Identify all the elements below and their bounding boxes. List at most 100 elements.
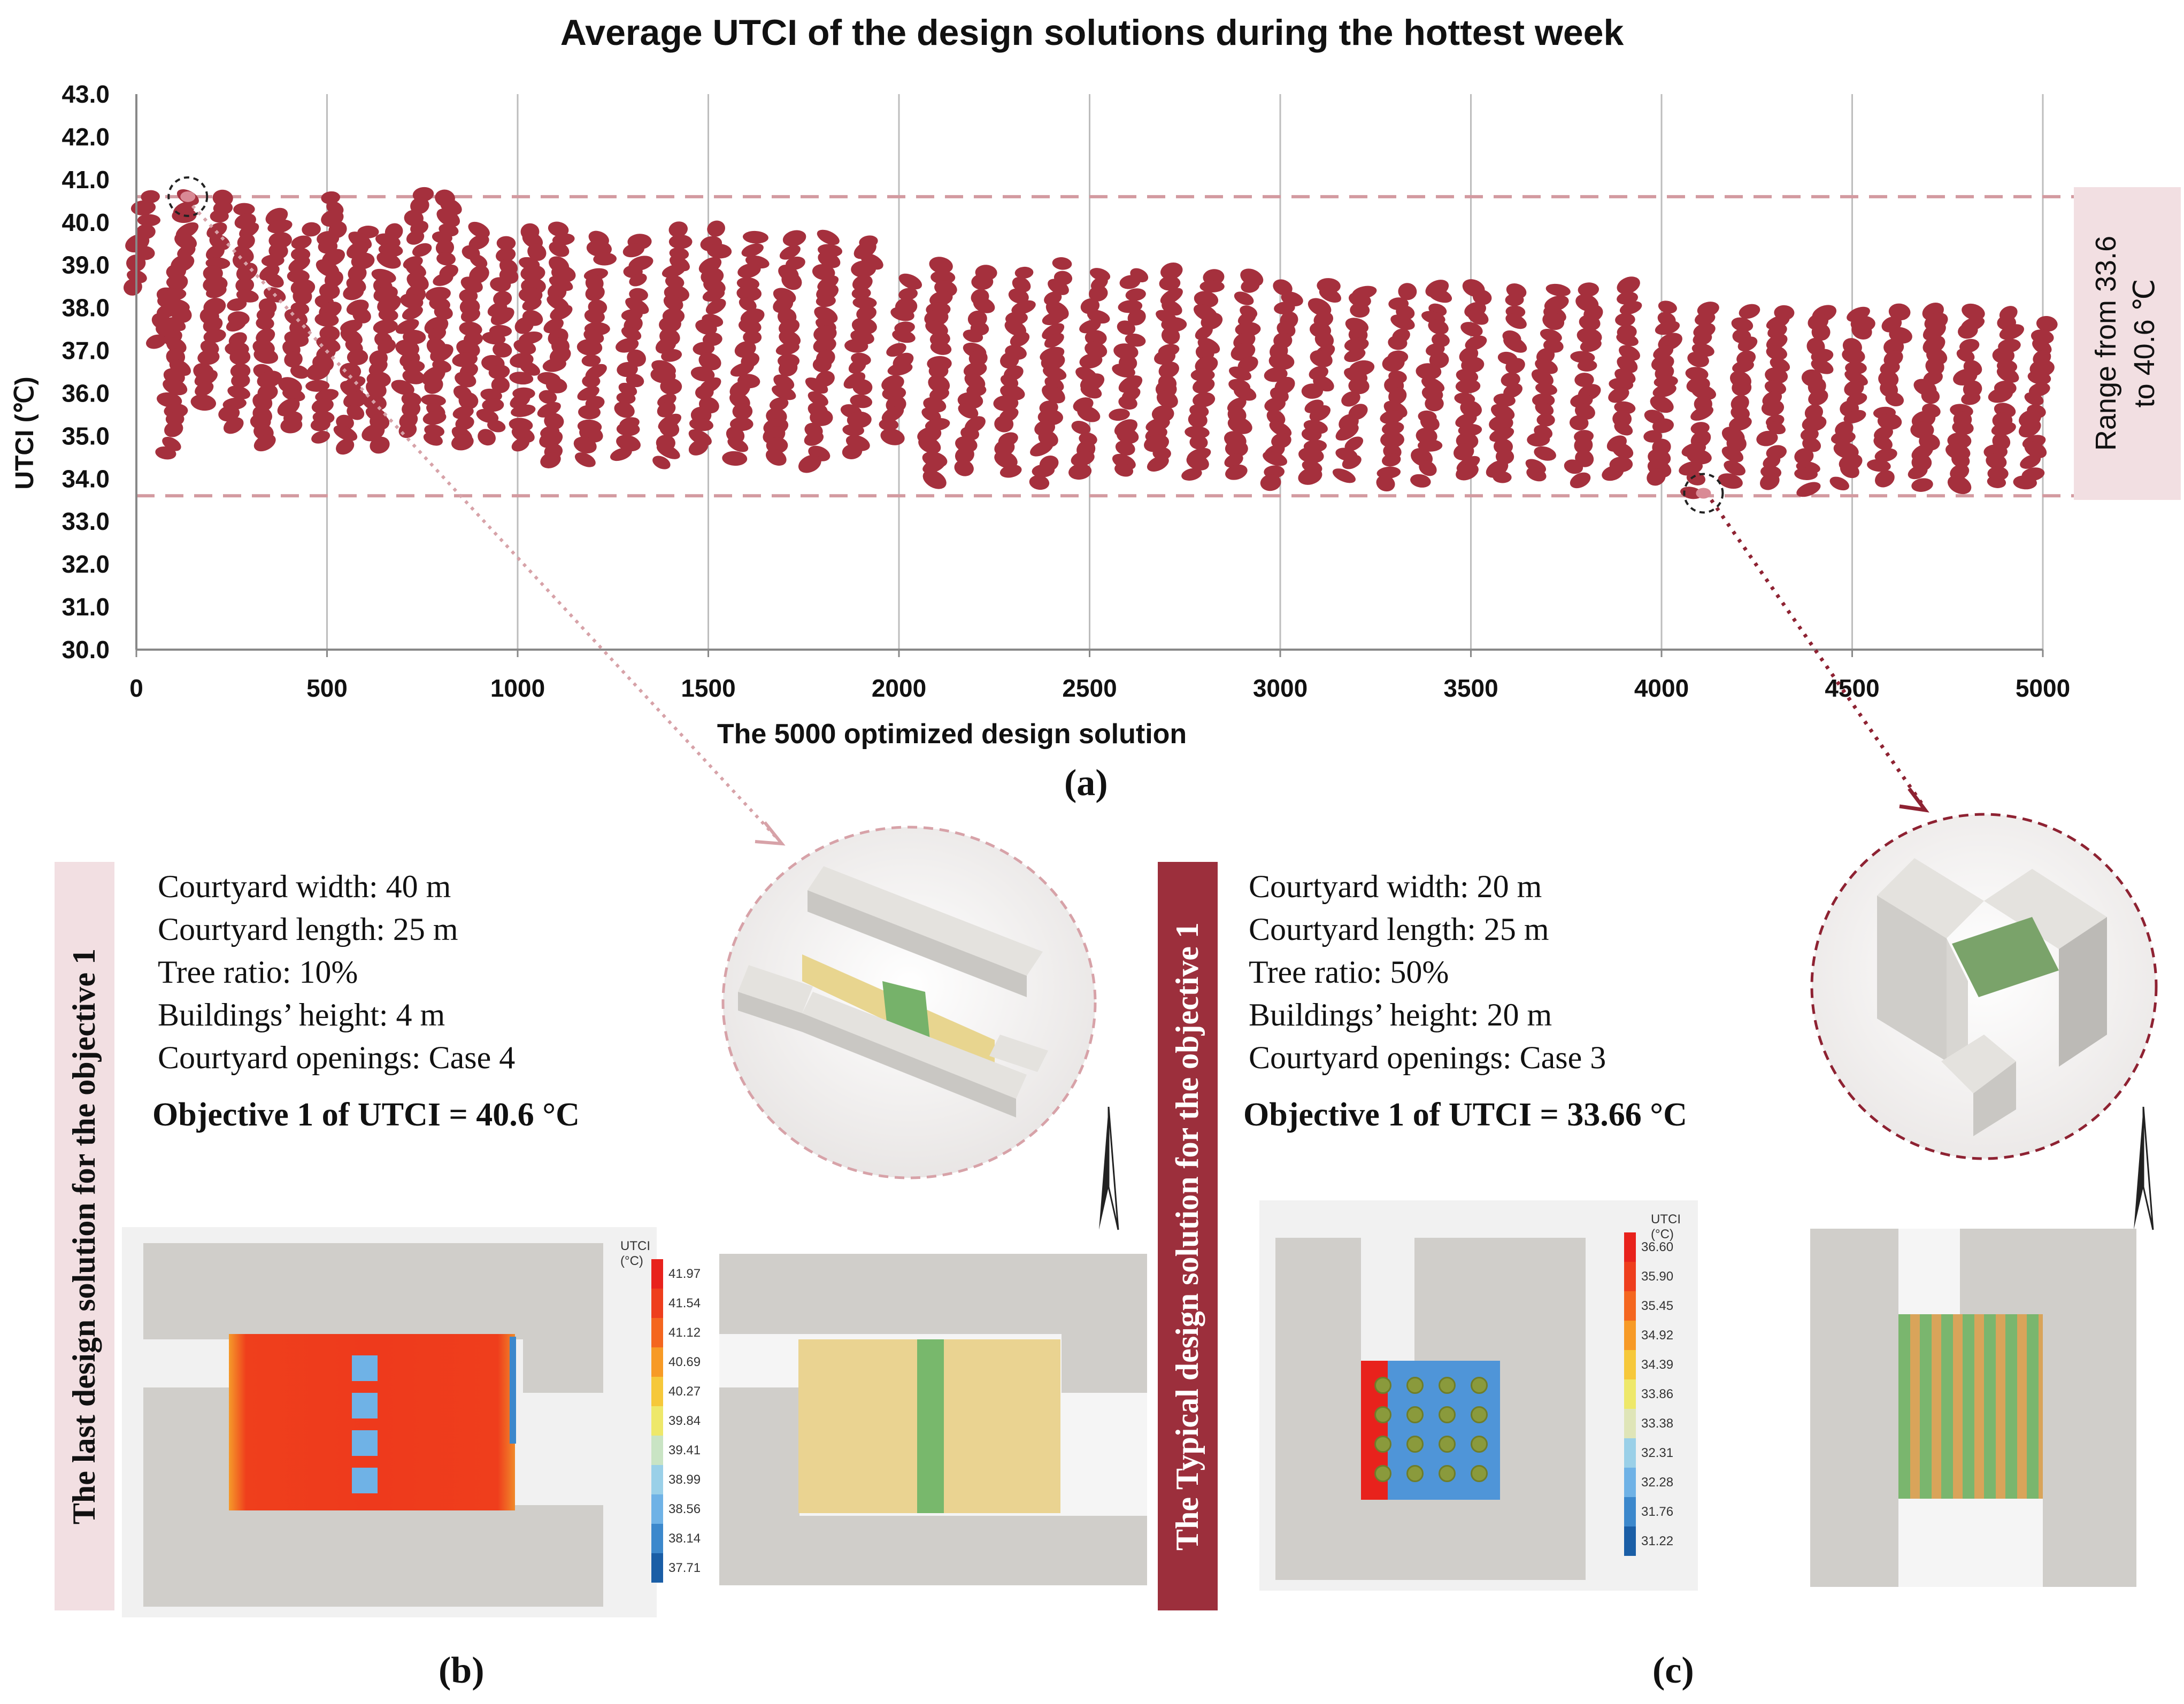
data-point (880, 428, 905, 445)
legend-swatch (1624, 1291, 1636, 1321)
data-point (730, 362, 754, 377)
data-point (1691, 384, 1717, 400)
data-point (1125, 288, 1146, 301)
data-point (321, 191, 341, 204)
building-south-c (1361, 1500, 1500, 1580)
data-point (1273, 279, 1293, 296)
data-point (1493, 393, 1516, 407)
highlight-point (180, 191, 196, 202)
data-point (1505, 294, 1524, 306)
data-point (1042, 384, 1065, 404)
data-point (163, 378, 188, 396)
data-point (1235, 322, 1261, 337)
range-box (2074, 187, 2181, 500)
data-point (812, 357, 832, 373)
data-point (1761, 399, 1785, 417)
legend-value: 32.28 (1641, 1475, 1674, 1490)
data-point (1718, 473, 1743, 489)
plan-c-east (2043, 1314, 2136, 1587)
data-point (1534, 446, 1556, 461)
data-point (1951, 452, 1970, 468)
data-point (1569, 415, 1589, 430)
data-point (1531, 369, 1554, 386)
data-point (1079, 319, 1101, 334)
data-point (203, 329, 226, 343)
data-point (1319, 287, 1342, 303)
data-point (1802, 437, 1821, 452)
data-point (743, 330, 762, 344)
data-point (1398, 283, 1417, 300)
data-point (772, 385, 796, 400)
data-point (881, 406, 904, 422)
data-point (164, 421, 183, 437)
data-point (973, 297, 995, 313)
data-point (805, 377, 828, 394)
data-point (378, 338, 396, 354)
data-point (1189, 435, 1208, 450)
legend-swatch (651, 1524, 663, 1553)
data-point (693, 342, 715, 356)
data-point (293, 288, 312, 305)
y-tick-label: 31.0 (61, 593, 110, 621)
data-point (1225, 440, 1248, 457)
data-point (1201, 312, 1223, 330)
data-point (663, 295, 683, 311)
connector-to-b (191, 204, 780, 841)
data-point (1602, 465, 1624, 481)
data-point (1341, 391, 1360, 407)
data-point (1158, 361, 1179, 379)
data-point (1988, 388, 2013, 403)
data-point (1888, 303, 1911, 321)
tick-labels: 0 500 1000 1500 2000 2500 3000 3500 4000 4500 5000… (61, 80, 2070, 702)
legend-swatch (1624, 1497, 1636, 1526)
data-point (1115, 441, 1135, 456)
data-point (690, 366, 715, 382)
highlight-point (1696, 488, 1711, 499)
tree-c (1374, 1406, 1391, 1423)
data-point (1652, 418, 1674, 433)
building-east-b (523, 1339, 603, 1393)
params-c: Courtyard width: 20 m Courtyard length: … (1249, 865, 1606, 1079)
data-point (1269, 421, 1292, 437)
data-point (1540, 329, 1562, 343)
data-point (1335, 423, 1359, 441)
data-point (311, 430, 330, 444)
legend-value: 32.31 (1641, 1446, 1674, 1460)
data-point (1425, 396, 1444, 412)
data-point (782, 230, 806, 246)
data-point (229, 349, 251, 365)
data-point (1010, 331, 1030, 347)
data-point (842, 424, 865, 436)
data-point (930, 341, 952, 355)
legend-value: 40.27 (668, 1384, 701, 1399)
data-point (545, 377, 567, 394)
data-point (480, 388, 502, 402)
data-point (468, 221, 490, 238)
data-point (235, 277, 255, 293)
data-point (141, 190, 160, 204)
data-point (435, 240, 455, 256)
data-point (963, 329, 983, 343)
data-point (816, 295, 836, 307)
data-point (574, 452, 596, 467)
data-point (468, 234, 489, 250)
data-point (1193, 377, 1215, 394)
data-point (1194, 291, 1219, 308)
data-point (422, 411, 447, 425)
data-point (1925, 358, 1944, 375)
legend-swatch (651, 1494, 663, 1524)
data-point (511, 404, 536, 418)
data-point (1186, 453, 1209, 471)
data-point (1114, 463, 1134, 477)
param-height-b: Buildings’ height: 4 m (158, 997, 445, 1032)
data-point (1766, 421, 1786, 435)
data-point (1125, 333, 1146, 347)
data-point (1274, 302, 1295, 314)
data-point (739, 297, 757, 311)
data-point (1151, 405, 1174, 422)
data-point (1264, 397, 1286, 412)
data-point (487, 420, 506, 433)
data-point (1800, 428, 1819, 442)
data-point (548, 221, 569, 237)
